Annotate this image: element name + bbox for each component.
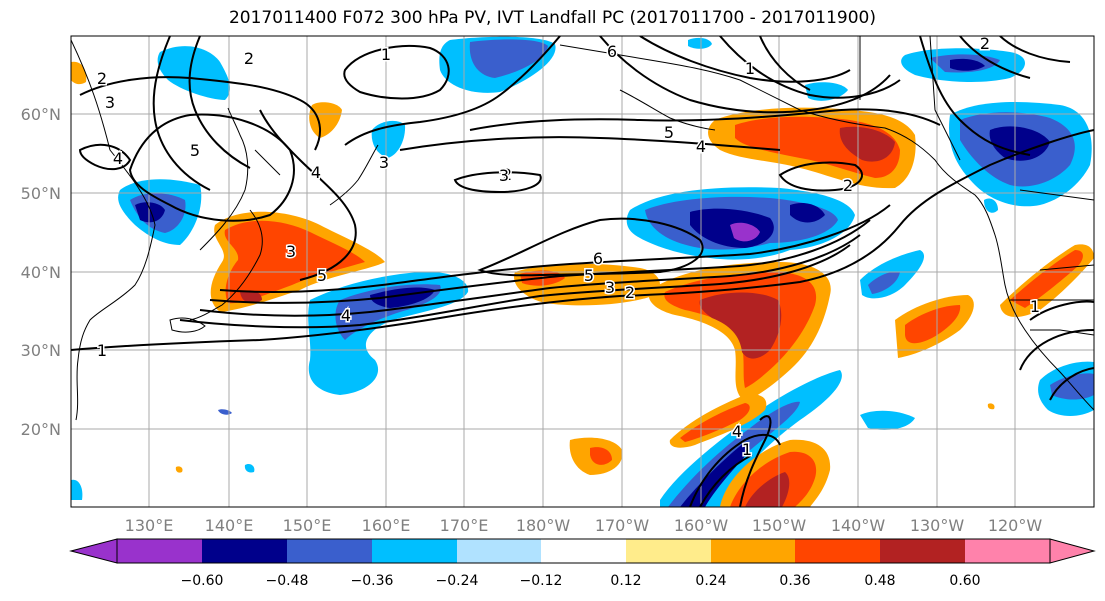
contour-label: 2 xyxy=(97,69,107,88)
colorbar-segment xyxy=(795,539,880,563)
pv-contours xyxy=(71,36,1094,507)
lon-tick-label: 130°W xyxy=(910,516,965,535)
lon-tick-label: 140°W xyxy=(831,516,886,535)
colorbar-tick-label: −0.24 xyxy=(436,573,479,589)
contour-label: 6 xyxy=(593,249,603,268)
lon-tick-label: 150°E xyxy=(283,516,332,535)
lon-tick-label: 130°E xyxy=(125,516,174,535)
latitude-axis: 60°N 50°N 40°N 30°N 20°N xyxy=(21,105,61,439)
colorbar-segment xyxy=(880,539,965,563)
lon-tick-label: 180°W xyxy=(516,516,571,535)
colorbar-tick-label: 0.24 xyxy=(695,573,726,589)
lon-tick-label: 120°W xyxy=(988,516,1043,535)
colorbar-tick-label: −0.60 xyxy=(181,573,224,589)
contour-label: 4 xyxy=(113,149,123,168)
contour-label: 5 xyxy=(664,123,674,142)
colorbar-tick-label: 0.12 xyxy=(610,573,641,589)
contour-label-layer: 2 3 2 1 6 1 2 4 5 4 3 2 5 4 3 5 2 3 6 5 … xyxy=(95,34,1041,461)
contour-label: 3 xyxy=(379,153,389,172)
lon-tick-label: 160°W xyxy=(674,516,729,535)
colorbar-segment xyxy=(965,539,1050,563)
contour-label: 1 xyxy=(381,45,391,64)
colorbar-segment xyxy=(541,539,626,563)
contour-label: 4 xyxy=(732,422,742,441)
colorbar-segment xyxy=(372,539,457,563)
colorbar-segment xyxy=(457,539,541,563)
contour-label: 1 xyxy=(742,440,752,459)
contour-label: 3 xyxy=(286,242,296,261)
contour-label: 1 xyxy=(745,59,755,78)
contour-label: 2 xyxy=(502,165,512,184)
colorbar-tick-label: 0.36 xyxy=(779,573,810,589)
map-layers: 2 3 2 1 6 1 2 4 5 4 3 2 5 4 3 5 2 3 6 5 … xyxy=(71,34,1094,507)
contour-label: 4 xyxy=(696,137,706,156)
contour-label: 4 xyxy=(341,306,351,325)
lon-tick-label: 170°W xyxy=(595,516,650,535)
map-frame xyxy=(70,35,1095,508)
longitude-axis: 130°E 140°E 150°E 160°E 170°E 180°W 170°… xyxy=(125,516,1043,535)
graticule xyxy=(71,36,1094,507)
lon-tick-label: 150°W xyxy=(752,516,807,535)
contour-label: 5 xyxy=(190,141,200,160)
colorbar-extend-right xyxy=(1049,538,1096,564)
colorbar-tick-label: 0.48 xyxy=(864,573,895,589)
lat-tick-label: 60°N xyxy=(21,105,61,124)
colorbar-tick-label: −0.12 xyxy=(520,573,563,589)
colorbar-tick-label: 0.60 xyxy=(949,573,980,589)
contour-label: 1 xyxy=(1030,297,1040,316)
lat-tick-label: 50°N xyxy=(21,184,61,203)
colorbar-segment xyxy=(711,539,795,563)
colorbar-segment xyxy=(202,539,287,563)
colorbar-frame xyxy=(116,538,1051,564)
contour-label: 3 xyxy=(499,166,509,185)
chart-title: 2017011400 F072 300 hPa PV, IVT Landfall… xyxy=(228,8,876,28)
contour-label: 2 xyxy=(244,49,254,68)
contour-label: 5 xyxy=(317,266,327,285)
contour-label: 2 xyxy=(843,176,853,195)
lon-tick-label: 140°E xyxy=(205,516,254,535)
colorbar-segment xyxy=(117,539,202,563)
lon-tick-label: 170°E xyxy=(440,516,489,535)
colorbar-extend-left xyxy=(69,538,118,564)
lat-tick-label: 40°N xyxy=(21,263,61,282)
contour-label: 4 xyxy=(311,163,321,182)
lat-tick-label: 30°N xyxy=(21,341,61,360)
colorbar-tick-label: −0.36 xyxy=(351,573,394,589)
colorbar-segment xyxy=(626,539,711,563)
colorbar: −0.60 −0.48 −0.36 −0.24 −0.12 0.12 0.24 … xyxy=(69,538,1096,589)
contour-label: 5 xyxy=(584,266,594,285)
negative-anomaly-fills xyxy=(71,36,1094,507)
colorbar-segment xyxy=(287,539,372,563)
lon-tick-label: 160°E xyxy=(362,516,411,535)
contour-label: 2 xyxy=(980,34,990,53)
contour-label: 2 xyxy=(625,283,635,302)
lat-tick-label: 20°N xyxy=(21,420,61,439)
contour-label: 3 xyxy=(605,278,615,297)
colorbar-tick-label: −0.48 xyxy=(266,573,309,589)
contour-label: 6 xyxy=(607,42,617,61)
coastlines xyxy=(71,36,1094,421)
contour-label: 1 xyxy=(97,341,107,360)
contour-label: 3 xyxy=(105,93,115,112)
